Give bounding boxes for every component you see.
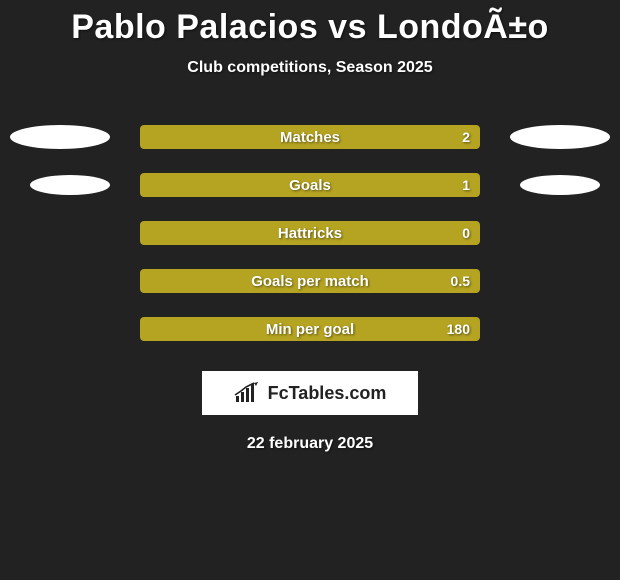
stat-value: 1 [462,177,470,193]
logo-text: FcTables.com [268,383,387,404]
stat-row: Hattricks 0 [0,221,620,245]
stat-value: 0.5 [451,273,470,289]
stat-value: 180 [447,321,470,337]
source-logo: FcTables.com [202,371,418,415]
stat-rows: Matches 2 Goals 1 Hattricks 0 Goals per … [0,125,620,341]
left-marker-icon [30,175,110,195]
right-marker-icon [510,125,610,149]
page-subtitle: Club competitions, Season 2025 [0,59,620,77]
stat-value: 0 [462,225,470,241]
stat-value: 2 [462,129,470,145]
stat-row: Goals 1 [0,173,620,197]
stat-label: Matches [140,129,480,146]
comparison-infographic: Pablo Palacios vs LondoÃ±o Club competit… [0,0,620,580]
bar-chart-icon [234,382,262,404]
left-marker-icon [10,125,110,149]
footer-date: 22 february 2025 [0,435,620,453]
stat-label: Goals [140,177,480,194]
stat-label: Min per goal [140,321,480,338]
page-title: Pablo Palacios vs LondoÃ±o [0,0,620,47]
right-marker-icon [520,175,600,195]
stat-row: Matches 2 [0,125,620,149]
stat-row: Min per goal 180 [0,317,620,341]
stat-label: Goals per match [140,273,480,290]
stat-bar: Min per goal 180 [140,317,480,341]
stat-bar: Goals 1 [140,173,480,197]
stat-bar: Goals per match 0.5 [140,269,480,293]
stat-bar: Matches 2 [140,125,480,149]
stat-bar: Hattricks 0 [140,221,480,245]
stat-label: Hattricks [140,225,480,242]
stat-row: Goals per match 0.5 [0,269,620,293]
